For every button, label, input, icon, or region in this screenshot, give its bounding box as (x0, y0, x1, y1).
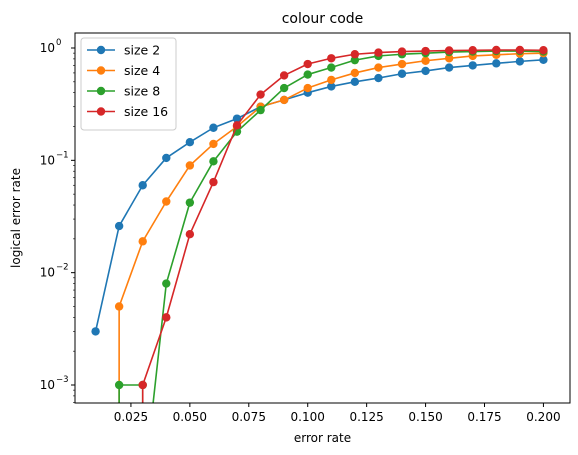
data-point (256, 105, 265, 115)
data-point (374, 48, 383, 57)
data-point (114, 302, 124, 311)
data-point (421, 46, 430, 56)
data-point (209, 139, 218, 149)
legend-label: size 4 (124, 63, 160, 78)
legend-marker (96, 45, 106, 55)
x-axis: 0.025 0.050 0.075 0.100 0.125 0.150 0.175 0.200 (114, 403, 561, 424)
y-tick-label: 10 (40, 378, 55, 392)
data-point (256, 90, 265, 99)
data-point (162, 313, 171, 322)
data-point (185, 198, 195, 207)
data-point (350, 77, 360, 87)
data-point (279, 95, 289, 105)
data-point (421, 56, 430, 65)
y-tick-exponent: −3 (56, 375, 69, 385)
y-tick-exponent: 0 (56, 38, 61, 48)
y-tick-base: 10 (40, 266, 55, 280)
x-tick-label: 0.175 (467, 410, 501, 424)
y-tick-exponent: −2 (56, 263, 69, 273)
y-tick-label: 10 (40, 41, 55, 55)
data-point (397, 69, 407, 78)
data-point (539, 46, 548, 55)
x-tick-label: 0.025 (114, 410, 148, 424)
data-point (138, 181, 147, 190)
data-point (539, 55, 548, 65)
data-point (444, 54, 454, 63)
data-point (138, 380, 147, 390)
y-tick-base: 10 (40, 153, 55, 167)
x-tick-label: 0.150 (408, 410, 442, 424)
data-point (444, 63, 454, 72)
data-point (374, 73, 383, 83)
data-point (397, 47, 407, 56)
data-point (350, 68, 360, 78)
series-layer (91, 45, 548, 403)
y-tick-exponent: −1 (56, 150, 69, 160)
data-point (114, 380, 124, 390)
data-point (303, 83, 312, 93)
legend-frame (80, 37, 177, 131)
x-tick-label: 0.050 (173, 410, 207, 424)
data-point (421, 66, 430, 76)
y-axis-label: logical error rate (9, 168, 23, 268)
data-point (492, 59, 501, 68)
data-point (492, 45, 501, 55)
legend-marker (96, 107, 106, 116)
series-size-2 (91, 55, 548, 336)
data-point (303, 70, 312, 79)
data-point (162, 197, 171, 206)
data-point (232, 121, 242, 130)
data-point (279, 83, 289, 93)
x-axis-label: error rate (294, 431, 351, 445)
data-point (515, 57, 525, 66)
data-point (91, 327, 100, 336)
data-point (138, 237, 147, 246)
data-point (327, 63, 336, 72)
data-point (232, 114, 242, 123)
data-point (185, 138, 195, 147)
data-point (515, 45, 525, 55)
y-tick-base: 10 (40, 378, 55, 392)
legend-marker (96, 66, 106, 75)
x-tick-label: 0.125 (349, 410, 383, 424)
data-point (303, 59, 312, 69)
data-point (209, 123, 218, 132)
legend-marker (96, 86, 106, 96)
y-tick-label: 10 (40, 266, 55, 280)
data-point (444, 46, 454, 55)
data-point (209, 177, 218, 187)
series-size-16 (138, 45, 548, 403)
data-point (350, 50, 360, 59)
data-point (162, 279, 171, 288)
x-tick-label: 0.200 (526, 410, 560, 424)
data-point (374, 63, 383, 72)
y-tick-label: 10 (40, 153, 55, 167)
data-point (327, 82, 336, 91)
y-tick-base: 10 (40, 41, 55, 55)
data-point (327, 54, 336, 63)
data-point (114, 221, 124, 231)
plot-frame (74, 32, 571, 404)
legend: size 2 size 4 size 8 size 16 (80, 37, 177, 131)
data-point (468, 61, 477, 70)
legend-label: size 8 (124, 84, 160, 99)
data-point (185, 230, 195, 239)
data-point (327, 75, 336, 85)
data-point (350, 55, 360, 65)
legend-label: size 16 (124, 104, 168, 119)
legend-label: size 2 (124, 43, 160, 58)
data-point (209, 157, 218, 166)
data-point (397, 59, 407, 69)
x-tick-label: 0.075 (232, 410, 266, 424)
data-point (162, 153, 171, 163)
data-point (185, 161, 195, 170)
x-tick-label: 0.100 (291, 410, 325, 424)
chart-title: colour code (282, 11, 364, 27)
data-point (279, 71, 289, 80)
data-point (468, 46, 477, 55)
